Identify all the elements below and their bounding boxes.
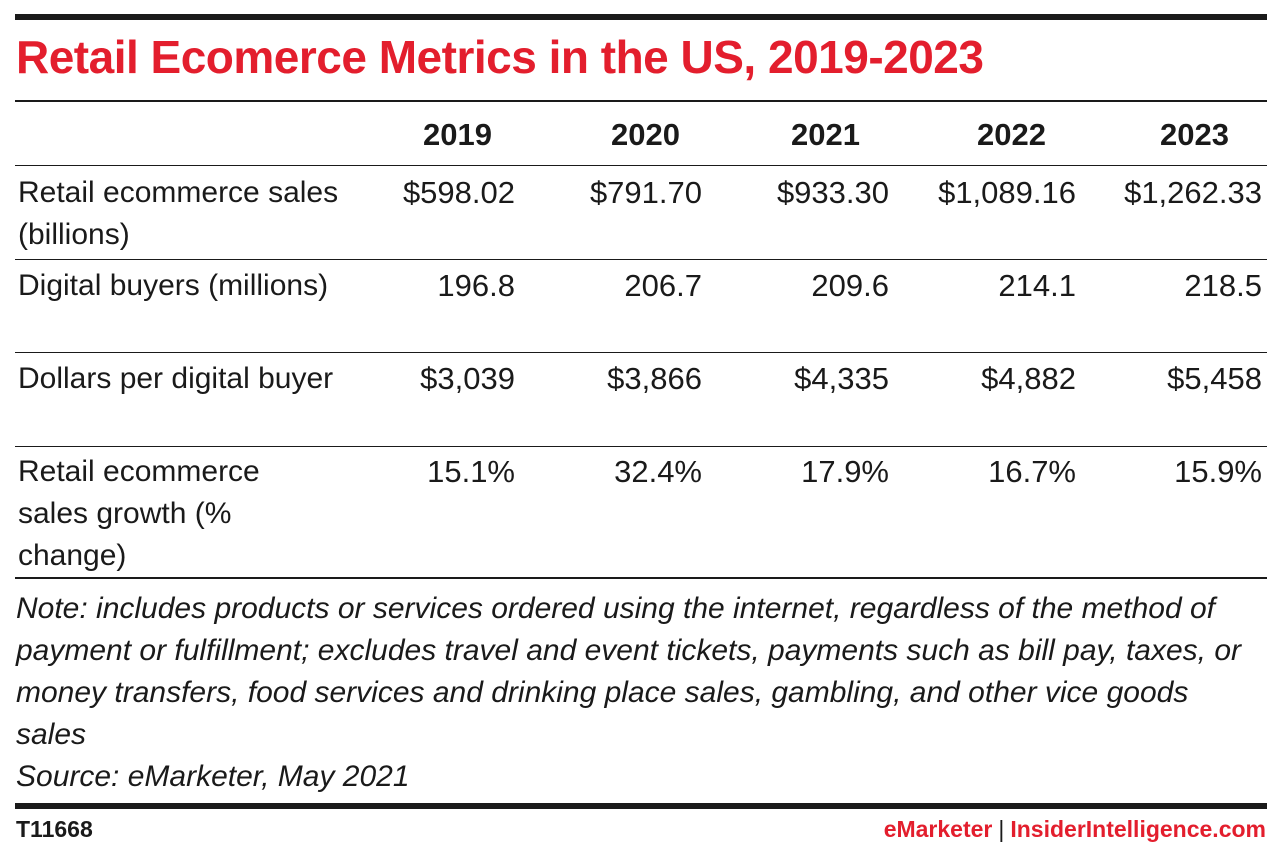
brand-emarketer: eMarketer <box>883 816 993 842</box>
table-cell: 17.9% <box>801 454 889 489</box>
source-text: Source: eMarketer, May 2021 <box>16 760 410 793</box>
brand-insiderintelligence: InsiderIntelligence.com <box>1010 816 1266 842</box>
table-cell: $791.70 <box>589 175 702 210</box>
table-cell: 206.7 <box>624 268 702 303</box>
table-cell: $5,458 <box>1167 361 1262 396</box>
table-cell: 16.7% <box>988 454 1076 489</box>
table-cell: 196.8 <box>437 268 515 303</box>
table-cell: $598.02 <box>402 175 515 210</box>
row-label: Retail ecommerce sales (billions) <box>18 176 339 251</box>
column-header-3: 2022 <box>977 117 1046 152</box>
table-cell: $4,335 <box>794 361 889 396</box>
chart-title: Retail Ecomerce Metrics in the US, 2019-… <box>16 31 984 83</box>
table-cell: $3,866 <box>607 361 702 396</box>
row-divider <box>15 165 1267 166</box>
table-cell: 15.9% <box>1174 454 1262 489</box>
brand-attribution: eMarketer | InsiderIntelligence.com <box>884 816 1266 843</box>
row-divider <box>15 352 1267 353</box>
table-cell: 32.4% <box>614 454 702 489</box>
table-cell: $1,262.33 <box>1124 175 1262 210</box>
table-cell: $1,089.16 <box>938 175 1076 210</box>
footer-rule <box>15 803 1267 809</box>
note-text: Note: includes products or services orde… <box>16 592 1242 751</box>
table-cell: 214.1 <box>998 268 1076 303</box>
row-divider <box>15 259 1267 260</box>
title-rule <box>15 100 1267 102</box>
row-label: Retail ecommerce sales growth (% change) <box>18 455 260 572</box>
top-rule <box>15 14 1267 20</box>
chart-id: T11668 <box>16 816 93 842</box>
column-header-1: 2020 <box>611 117 680 152</box>
table-cell: 15.1% <box>427 454 515 489</box>
column-header-4: 2023 <box>1160 117 1229 152</box>
row-label: Digital buyers (millions) <box>18 269 329 302</box>
table-cell: $3,039 <box>420 361 515 396</box>
brand-separator: | <box>998 816 1005 842</box>
table-cell: 218.5 <box>1184 268 1262 303</box>
column-header-0: 2019 <box>423 117 492 152</box>
table-cell: 209.6 <box>811 268 889 303</box>
table-cell: $4,882 <box>981 361 1076 396</box>
row-label: Dollars per digital buyer <box>18 362 334 395</box>
row-divider <box>15 446 1267 447</box>
table-bottom-rule <box>15 577 1267 579</box>
column-header-2: 2021 <box>791 117 860 152</box>
table-cell: $933.30 <box>776 175 889 210</box>
